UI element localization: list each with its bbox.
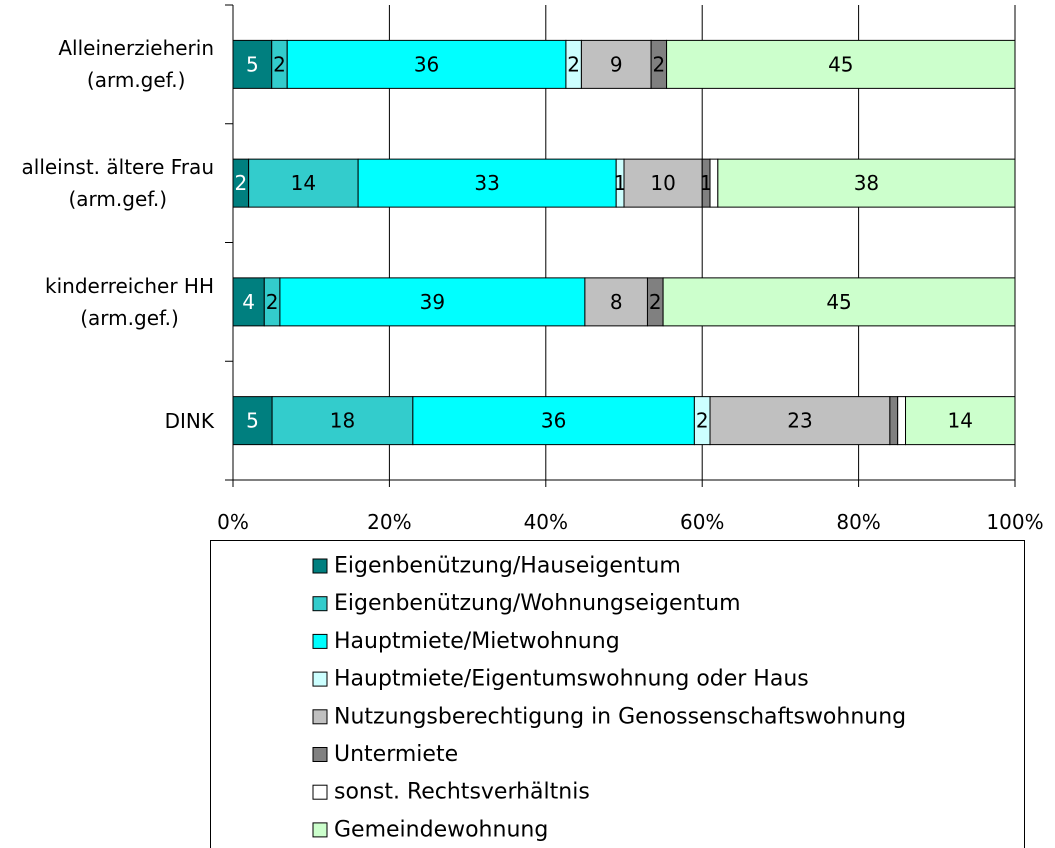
data-label: 45 (826, 290, 851, 314)
bar-segment (584, 277, 648, 327)
data-label: 39 (420, 290, 445, 314)
bar-segment (662, 277, 1016, 327)
legend-swatch (312, 558, 328, 574)
data-label: 8 (610, 290, 623, 314)
bar-segment (709, 396, 891, 446)
x-tick-label: 20% (367, 510, 411, 534)
data-label: 33 (474, 171, 499, 195)
x-tick-label: 40% (524, 510, 568, 534)
legend-label: Hauptmiete/Mietwohnung (334, 629, 620, 654)
data-label: 14 (291, 171, 316, 195)
legend-swatch (312, 633, 328, 649)
x-tick-label: 80% (836, 510, 880, 534)
legend-label: Hauptmiete/Eigentumswohnung oder Haus (334, 667, 809, 692)
y-tick-label: DINK (0, 405, 214, 437)
legend-label: Eigenbenützung/Hauseigentum (334, 554, 681, 579)
data-label: 2 (266, 290, 279, 314)
bar-segment (623, 158, 703, 208)
bar-segment (232, 396, 273, 446)
data-label: 36 (414, 52, 439, 76)
legend-label: Untermiete (334, 742, 458, 767)
legend-swatch (312, 671, 328, 687)
bar-segment (279, 277, 586, 327)
legend-label: Nutzungsberechtigung in Genossenschaftsw… (334, 704, 906, 729)
data-label: 2 (696, 409, 709, 433)
bar-segment (248, 158, 359, 208)
legend-label: Gemeindewohnung (334, 817, 548, 842)
data-label: 2 (273, 52, 286, 76)
bar-segment (717, 158, 1016, 208)
legend-swatch (312, 822, 328, 838)
category-text: alleinst. ältere Frau (arm.gef.) (21, 155, 215, 212)
legend-swatch (312, 709, 328, 725)
bar-segment (580, 39, 652, 89)
category-text: DINK (164, 408, 214, 433)
data-label: 45 (828, 52, 853, 76)
data-label: 10 (650, 171, 675, 195)
data-label: 9 (610, 52, 623, 76)
data-label: 18 (330, 409, 355, 433)
data-label: 14 (948, 409, 973, 433)
data-label: 4 (242, 290, 255, 314)
data-label: 2 (567, 52, 580, 76)
bar-segment (905, 396, 1016, 446)
x-tick-label: 100% (986, 510, 1043, 534)
bar-segment (666, 39, 1016, 89)
category-text: Alleinerzieherin (arm.gef.) (58, 36, 214, 93)
legend-swatch (312, 747, 328, 762)
bar-segment (271, 396, 414, 446)
category-text: kinderreicher HH (arm.gef.) (45, 273, 214, 330)
bar-segment (412, 396, 695, 446)
data-label: 38 (854, 171, 879, 195)
data-label: 2 (652, 52, 665, 76)
legend-swatch (312, 784, 328, 800)
data-label: 23 (787, 409, 812, 433)
y-tick-label: kinderreicher HH (arm.gef.) (0, 270, 214, 334)
data-label: 36 (541, 409, 566, 433)
bar-segment (357, 158, 617, 208)
y-tick-label: alleinst. ältere Frau (arm.gef.) (0, 151, 215, 215)
x-tick-label: 60% (680, 510, 724, 534)
bar-segment (897, 396, 907, 446)
bar-segment (286, 39, 567, 89)
data-label: 5 (246, 52, 259, 76)
y-tick-label: Alleinerzieherin (arm.gef.) (0, 32, 214, 96)
legend-label: sonst. Rechtsverhältnis (334, 780, 590, 805)
bar-segment (232, 39, 273, 89)
data-label: 2 (649, 290, 662, 314)
data-label: 1 (700, 171, 713, 195)
x-tick-label: 0% (217, 510, 249, 534)
bar-segment (709, 158, 719, 208)
legend-swatch (312, 596, 328, 612)
data-label: 5 (246, 409, 259, 433)
data-label: 2 (234, 171, 247, 195)
data-label: 1 (614, 171, 627, 195)
legend-box (210, 540, 1025, 848)
legend-label: Eigenbenützung/Wohnungseigentum (334, 591, 741, 616)
bar-segment (889, 396, 899, 446)
